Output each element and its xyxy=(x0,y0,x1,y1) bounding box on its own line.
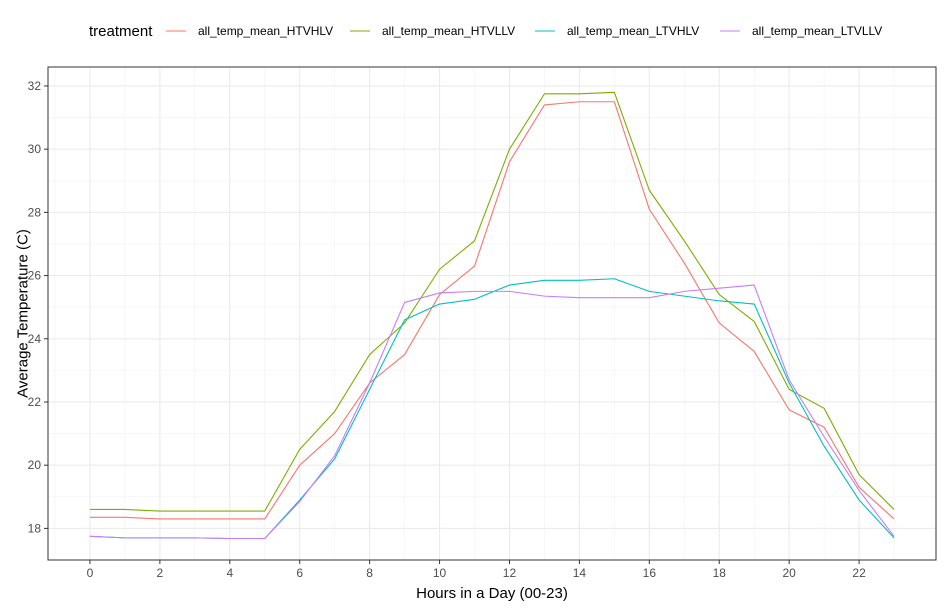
x-axis-ticks: 0 2 4 6 8 10 12 14 16 18 20 22 xyxy=(87,560,866,580)
x-axis-title: Hours in a Day (00-23) xyxy=(416,585,568,602)
x-tick-label: 14 xyxy=(573,566,587,580)
x-tick-label: 22 xyxy=(852,566,866,580)
x-tick-label: 0 xyxy=(87,566,94,580)
x-tick-label: 20 xyxy=(782,566,796,580)
legend-label-all_temp_mean_HTVLLV: all_temp_mean_HTVLLV xyxy=(382,24,515,38)
x-tick-label: 2 xyxy=(157,566,164,580)
y-axis-ticks: 18 20 22 24 26 28 30 32 xyxy=(28,79,48,535)
y-tick-label: 20 xyxy=(28,458,42,472)
y-tick-label: 22 xyxy=(28,395,42,409)
x-tick-label: 8 xyxy=(366,566,373,580)
legend-title: treatment xyxy=(89,23,153,40)
y-tick-label: 18 xyxy=(28,521,42,535)
x-tick-label: 10 xyxy=(433,566,447,580)
series-line-all_temp_mean_LTVHLV xyxy=(89,278,895,540)
y-axis-title: Average Temperature (C) xyxy=(14,229,31,398)
legend-label-all_temp_mean_LTVHLV: all_temp_mean_LTVHLV xyxy=(567,24,699,38)
y-tick-label: 26 xyxy=(28,269,42,283)
panel-border xyxy=(47,66,937,561)
y-tick-label: 28 xyxy=(28,205,42,219)
x-tick-label: 16 xyxy=(643,566,657,580)
x-tick-label: 4 xyxy=(226,566,233,580)
x-tick-label: 12 xyxy=(503,566,517,580)
x-tick-label: 6 xyxy=(296,566,303,580)
x-tick-label: 18 xyxy=(713,566,727,580)
series-line-all_temp_mean_LTVLLV xyxy=(89,284,895,540)
series-line-all_temp_mean_HTVLLV xyxy=(89,91,895,512)
minor-gridlines xyxy=(48,67,936,560)
major-gridlines xyxy=(48,67,936,560)
y-tick-label: 32 xyxy=(28,79,42,93)
series-lines xyxy=(89,91,895,540)
legend: treatment all_temp_mean_HTVHLV all_temp_m… xyxy=(89,23,882,40)
y-tick-label: 30 xyxy=(28,142,42,156)
legend-label-all_temp_mean_HTVHLV: all_temp_mean_HTVHLV xyxy=(198,24,333,38)
series-line-all_temp_mean_HTVHLV xyxy=(89,101,895,520)
legend-label-all_temp_mean_LTVLLV: all_temp_mean_LTVLLV xyxy=(752,24,882,38)
y-tick-label: 24 xyxy=(28,332,42,346)
